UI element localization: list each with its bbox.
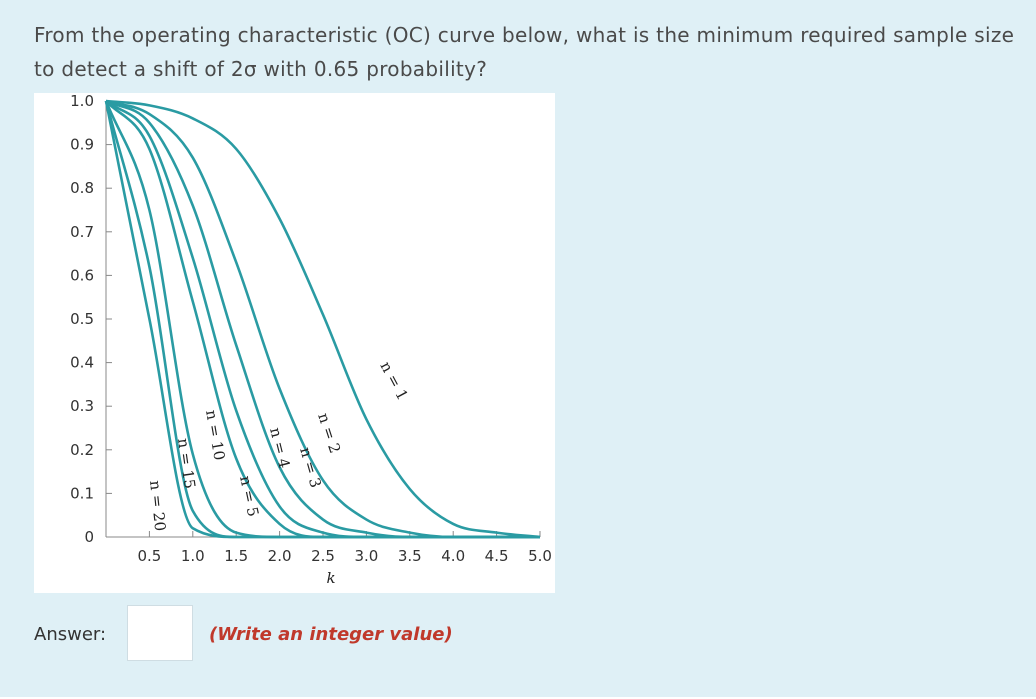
curve-label-n-1: n = 1 bbox=[376, 358, 411, 403]
curve-n-3 bbox=[105, 99, 540, 539]
y-tick-label: 0.9 bbox=[70, 136, 94, 154]
curve-n-5 bbox=[105, 100, 540, 539]
y-tick-label: 0.1 bbox=[70, 484, 94, 502]
curve-label-n-2: n = 2 bbox=[314, 411, 344, 456]
answer-hint: (Write an integer value) bbox=[209, 624, 453, 645]
y-tick-label: 0.4 bbox=[70, 354, 94, 372]
y-tick-label: 0.2 bbox=[70, 441, 94, 459]
y-tick-label: 0.8 bbox=[70, 179, 94, 197]
answer-label: Answer: bbox=[34, 624, 107, 645]
question-text: From the operating characteristic (OC) c… bbox=[34, 23, 1015, 81]
y-tick-label: 0.6 bbox=[70, 266, 94, 284]
oc-curve-svg: 1.0 0.9 0.8 0.7 0.6 0.5 0.4 0.3 0.2 0.1 0 0.5 1.0 1.5… bbox=[70, 93, 552, 587]
curve-n-4 bbox=[105, 99, 540, 539]
x-tick-label: 3.5 bbox=[398, 547, 422, 565]
y-tick-label: 0.7 bbox=[70, 223, 94, 241]
x-tick-label: 4.5 bbox=[485, 547, 509, 565]
x-tick-label: 4.0 bbox=[441, 547, 465, 565]
x-tick-label: 2.5 bbox=[311, 547, 335, 565]
x-tick-label: 3.0 bbox=[354, 547, 378, 565]
y-tick-label: 0.3 bbox=[70, 397, 94, 415]
curve-label-n-3: n = 3 bbox=[296, 445, 325, 490]
curve-label-n-20: n = 20 bbox=[146, 480, 169, 532]
curve-label-n-10: n = 10 bbox=[202, 409, 229, 462]
curve-n-10 bbox=[104, 100, 540, 539]
curve-n-1 bbox=[105, 99, 541, 539]
curve-n-20 bbox=[104, 100, 540, 539]
answer-input[interactable] bbox=[127, 605, 193, 661]
x-tick-label: 0.5 bbox=[137, 547, 161, 565]
x-tick-label: 2.0 bbox=[268, 547, 292, 565]
curve-label-n-5: n = 5 bbox=[236, 474, 262, 518]
y-tick-label: 1.0 bbox=[70, 93, 94, 110]
y-tick-label: 0 bbox=[84, 528, 94, 546]
oc-curve-chart: 1.0 0.9 0.8 0.7 0.6 0.5 0.4 0.3 0.2 0.1 0 0.5 1.0 1.5… bbox=[34, 93, 555, 593]
x-tick-label: 5.0 bbox=[528, 547, 552, 565]
x-tick-label: 1.5 bbox=[224, 547, 248, 565]
curve-n-2 bbox=[105, 99, 540, 539]
x-tick-label: 1.0 bbox=[181, 547, 205, 565]
x-axis-title: k bbox=[326, 569, 335, 587]
y-tick-label: 0.5 bbox=[70, 310, 94, 328]
curve-n-15 bbox=[104, 100, 540, 539]
